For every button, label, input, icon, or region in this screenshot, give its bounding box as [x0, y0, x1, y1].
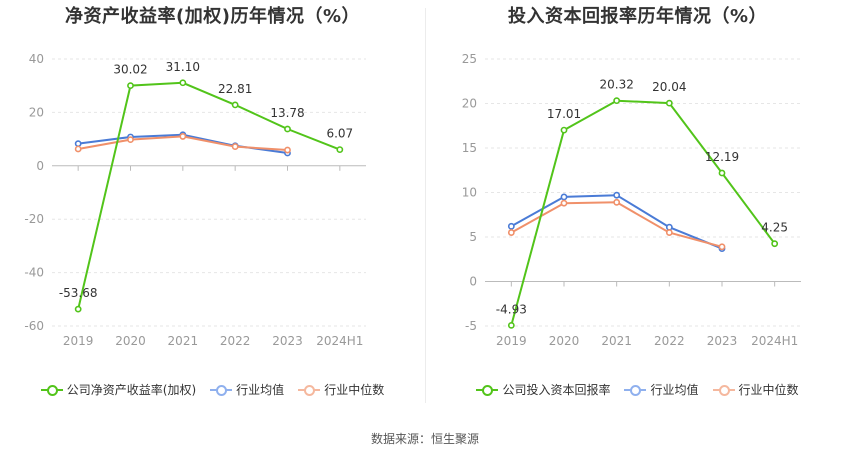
data-label: 6.07 [326, 127, 353, 141]
legend-label: 公司净资产收益率(加权) [66, 383, 197, 397]
x-tick-label: 2022 [220, 334, 251, 348]
legend-label: 行业均值 [236, 383, 285, 397]
x-tick-label: 2019 [496, 334, 527, 348]
chart-legend: 公司投入资本回报率 行业均值 行业中位数 [425, 381, 850, 398]
x-tick-label: 2022 [654, 334, 685, 348]
data-point [665, 229, 673, 236]
data-label: 30.02 [113, 63, 147, 77]
x-tick-label: 2021 [168, 334, 199, 348]
roe-chart: 40 20 0 -20 -40 -60 2019 2020 2021 2022 2023 2024H1… [24, 52, 366, 348]
data-source-note: 数据来源：恒生聚源 [370, 432, 479, 446]
y-tick-label: 10 [462, 186, 477, 200]
data-point [507, 222, 515, 230]
y-tick-label: 0 [36, 159, 44, 173]
series-line [77, 81, 341, 310]
legend-label: 行业中位数 [324, 383, 385, 397]
data-label: 22.81 [218, 82, 252, 96]
data-label: 20.04 [652, 80, 686, 94]
data-label: 4.25 [761, 221, 788, 235]
data-point [127, 82, 134, 90]
data-point [284, 125, 291, 133]
x-tick-label: 2023 [707, 334, 738, 348]
legend-label: 行业均值 [650, 383, 699, 397]
data-label: 20.32 [599, 78, 633, 92]
legend-swatch-icon [298, 383, 321, 397]
y-tick-label: -40 [24, 266, 44, 280]
data-label: -4.93 [496, 302, 527, 316]
legend-item-industry-mean[interactable]: 行业均值 [624, 381, 699, 398]
legend-swatch-icon [210, 383, 233, 397]
data-point [771, 240, 779, 248]
legend-item-company[interactable]: 公司净资产收益率(加权) [40, 381, 197, 398]
x-tick-label: 2024H1 [316, 334, 363, 348]
data-point [718, 169, 726, 177]
data-point [74, 305, 82, 313]
panel-divider [425, 8, 426, 403]
y-tick-label: 20 [462, 97, 477, 111]
roic-chart-panel: 投入资本回报率历年情况（%） 25 20 15 10 5 0 -5 2019 2020 2021 2… [425, 0, 850, 410]
data-point [613, 191, 621, 199]
data-point [284, 146, 291, 154]
x-tick-label: 2020 [549, 334, 580, 348]
legend-label: 公司投入资本回报率 [502, 383, 611, 397]
legend-swatch-icon [40, 383, 63, 397]
legend-item-company[interactable]: 公司投入资本回报率 [476, 381, 610, 398]
data-point [560, 126, 568, 134]
legend-swatch-icon [624, 383, 647, 397]
y-tick-label: 5 [469, 230, 477, 244]
data-point [179, 133, 187, 140]
data-point [179, 79, 187, 87]
roe-chart-panel: 净资产收益率(加权)历年情况（%） 40 20 0 -20 -40 -60 2019 2020… [0, 0, 425, 410]
data-point [507, 321, 515, 329]
legend-item-industry-mean[interactable]: 行业均值 [210, 381, 284, 398]
x-tick-label: 2021 [601, 334, 632, 348]
legend-swatch-icon [712, 383, 735, 397]
data-point [336, 146, 344, 153]
y-tick-label: 0 [469, 275, 477, 289]
x-tick-label: 2020 [115, 334, 146, 348]
data-label: 17.01 [547, 107, 581, 121]
data-point [560, 193, 568, 201]
data-point [231, 143, 239, 150]
chart-title: 净资产收益率(加权)历年情况（%） [65, 6, 360, 27]
y-tick-label: 15 [462, 141, 477, 155]
data-point [127, 136, 134, 144]
y-tick-label: -20 [24, 212, 44, 226]
data-point [560, 199, 568, 207]
data-label: -53.68 [59, 286, 98, 300]
data-label: 13.78 [270, 106, 304, 120]
series-line [510, 99, 776, 326]
data-label: 12.19 [705, 150, 739, 164]
legend-swatch-icon [476, 383, 499, 397]
data-label: 31.10 [166, 60, 200, 74]
y-tick-label: 40 [29, 52, 44, 66]
data-point [665, 99, 673, 107]
chart-title: 投入资本回报率历年情况（%） [507, 6, 768, 27]
roic-chart: 25 20 15 10 5 0 -5 2019 2020 2021 2022 2023 2024H1 -4… [462, 52, 801, 348]
y-tick-label: -60 [24, 319, 44, 333]
data-point [507, 229, 515, 236]
data-point [231, 101, 239, 109]
data-point [665, 223, 673, 231]
y-tick-label: 20 [29, 105, 44, 119]
x-tick-label: 2019 [63, 334, 94, 348]
x-tick-label: 2024H1 [751, 334, 798, 348]
y-tick-label: 25 [462, 52, 477, 66]
chart-legend: 公司净资产收益率(加权) 行业均值 行业中位数 [0, 381, 425, 398]
legend-item-industry-median[interactable]: 行业中位数 [298, 381, 384, 398]
data-point [613, 198, 621, 206]
legend-item-industry-median[interactable]: 行业中位数 [712, 381, 799, 398]
y-tick-label: -5 [465, 319, 477, 333]
data-point [613, 97, 621, 105]
legend-label: 行业中位数 [738, 383, 799, 397]
data-point [74, 140, 82, 148]
data-point [74, 145, 82, 153]
x-tick-label: 2023 [272, 334, 303, 348]
data-point [718, 243, 726, 251]
